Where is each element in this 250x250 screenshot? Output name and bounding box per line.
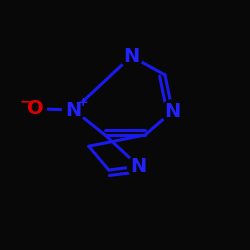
Text: +: + [78, 96, 88, 109]
Circle shape [120, 45, 142, 68]
Circle shape [161, 100, 184, 122]
Circle shape [24, 98, 46, 120]
Text: N: N [164, 102, 180, 121]
Text: −: − [20, 95, 31, 109]
Text: N: N [66, 100, 82, 119]
Text: N: N [130, 157, 147, 176]
Circle shape [128, 155, 150, 178]
Text: N: N [123, 47, 140, 66]
Circle shape [62, 99, 85, 121]
Text: O: O [27, 99, 43, 118]
